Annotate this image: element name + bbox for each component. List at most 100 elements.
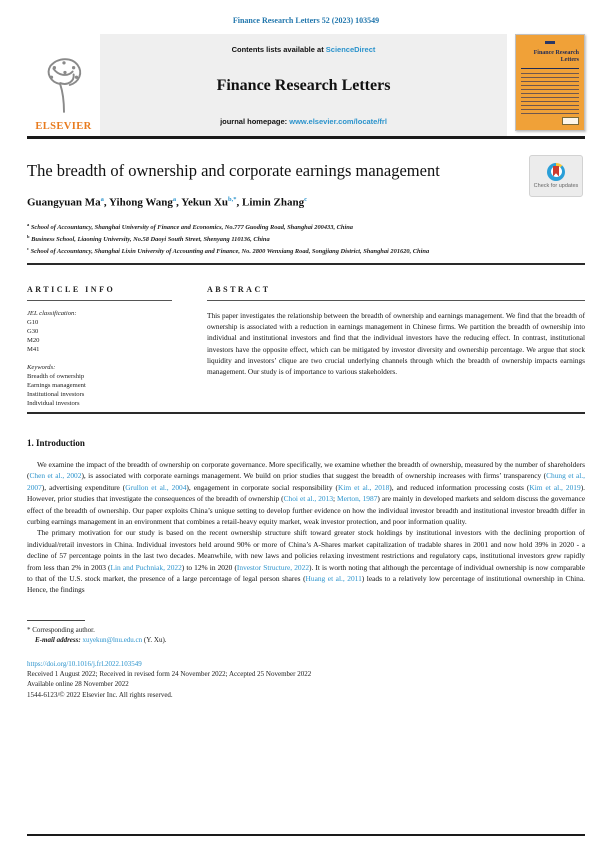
citation-link[interactable]: Choi et al., 2013 (283, 494, 334, 504)
cover-title: Finance Research Letters (533, 50, 579, 63)
page-bottom-rule (27, 833, 585, 836)
text-run: ). However, prior studies that investiga… (27, 482, 585, 504)
contents-line: Contents lists available at ScienceDirec… (104, 45, 503, 54)
author-separator: , (236, 196, 243, 209)
available-online: Available online 28 November 2022 (27, 680, 129, 689)
author-affiliation-marker: a (100, 195, 104, 203)
author-separator: , (103, 196, 110, 209)
homepage-line: journal homepage: www.elsevier.com/locat… (104, 117, 503, 126)
text-run: We examine the impact of the breadth of … (27, 459, 585, 481)
journal-masthead: ELSEVIER Contents lists available at Sci… (27, 34, 585, 136)
affiliation-item: a School of Accountancy, Shanghai Univer… (27, 221, 585, 233)
cover-issn-mark (545, 41, 555, 44)
journal-cover-thumbnail[interactable]: Finance Research Letters (515, 34, 585, 131)
check-for-updates-icon (547, 162, 565, 181)
affiliation-list: a School of Accountancy, Shanghai Univer… (27, 221, 585, 256)
elsevier-tree-icon (39, 56, 89, 119)
list-item: Earnings management (27, 381, 86, 389)
affiliation-marker: b (27, 233, 30, 239)
introduction-paragraph-2: The primary motivation for our study is … (27, 527, 585, 595)
article-title: The breadth of ownership and corporate e… (27, 160, 440, 180)
homepage-link[interactable]: www.elsevier.com/locate/frl (289, 117, 387, 126)
check-for-updates-label: Check for updates (533, 182, 579, 189)
text-run: ), engagement in corporate social respon… (186, 482, 339, 492)
email-line: E-mail address: xuyekun@lnu.edu.cn (Y. X… (27, 635, 585, 646)
text-run: ). It is worth noting that although the … (27, 562, 585, 583)
author-name: Limin Zhang (242, 196, 305, 209)
abstract-text: This paper investigates the relationship… (207, 310, 585, 376)
email-label: E-mail address: (35, 636, 83, 645)
citation-link[interactable]: Merton, 1987 (337, 494, 378, 504)
citation-link[interactable]: Chung et al., 2007 (27, 471, 586, 492)
affiliation-item: c School of Accountancy, Shanghai Lixin … (27, 245, 585, 257)
email-suffix: (Y. Xu). (142, 636, 167, 645)
affiliation-text: School of Accountancy, Shanghai Universi… (29, 224, 353, 232)
author-name: Yekun Xu (181, 196, 229, 209)
list-item: Individual investors (27, 399, 80, 407)
text-run: ) are mainly in developed markets and se… (27, 494, 586, 526)
list-item: M41 (27, 345, 40, 353)
title-row: The breadth of ownership and corporate e… (27, 154, 585, 197)
journal-title: Finance Research Letters (216, 76, 391, 94)
keywords-label: Keywords: (27, 363, 56, 371)
list-item: Institutional investors (27, 390, 85, 398)
text-run: ), advertising expenditure ( (41, 482, 126, 492)
cover-divider (521, 68, 579, 69)
sciencedirect-link[interactable]: ScienceDirect (325, 45, 376, 54)
abstract-bottom-rule (27, 411, 585, 414)
list-item: G30 (27, 327, 39, 335)
citation-link[interactable]: Kim et al., 2019 (529, 482, 581, 492)
doi-link[interactable]: https://doi.org/10.1016/j.frl.2022.10354… (27, 659, 142, 668)
list-item: M20 (27, 336, 40, 344)
cover-publisher-box (562, 117, 579, 125)
article-info-heading: ARTICLE INFO (27, 284, 116, 294)
masthead-rule (27, 136, 585, 139)
author-affiliation-marker: a (172, 195, 177, 203)
elsevier-wordmark: ELSEVIER (35, 121, 92, 132)
citation-link[interactable]: Kim et al., 2018 (338, 482, 390, 492)
info-abstract-block: ARTICLE INFO JEL classification: G10 G30 M… (27, 285, 585, 408)
citation-link[interactable]: Investor Structure, 2022 (236, 562, 310, 572)
copyright-line: 1544-6123/© 2022 Elsevier Inc. All right… (27, 690, 173, 699)
footnote-rule (27, 619, 85, 621)
elsevier-logo[interactable]: ELSEVIER (27, 34, 100, 136)
introduction-heading: 1. Introduction (27, 437, 85, 448)
citation-link[interactable]: Chen et al., 2002 (29, 471, 82, 481)
jel-label: JEL classification: (27, 309, 77, 317)
received-dates: Received 1 August 2022; Received in revi… (27, 670, 312, 679)
abstract-heading: ABSTRACT (207, 284, 271, 294)
article-info-rule (27, 299, 172, 301)
article-info-column: ARTICLE INFO JEL classification: G10 G30 M… (27, 285, 172, 408)
masthead-banner: Contents lists available at ScienceDirec… (100, 34, 507, 136)
text-run: The primary motivation for our study is … (27, 528, 585, 572)
text-run: ; (333, 494, 338, 504)
affiliation-text: School of Accountancy, Shanghai Lixin Un… (29, 247, 430, 255)
header-divider-rule (27, 263, 585, 265)
abstract-rule (207, 299, 585, 301)
author-affiliation-marker: c (304, 195, 307, 203)
publication-footer: https://doi.org/10.1016/j.frl.2022.10354… (27, 659, 585, 700)
running-head-citation: Finance Research Letters 52 (2023) 10354… (232, 16, 380, 25)
text-run: ), and reduced information processing co… (389, 482, 530, 492)
author-list: Guangyuan Maa, Yihong Wanga, Yekun Xub,*… (27, 196, 585, 209)
author-name: Yihong Wang (109, 196, 173, 209)
affiliation-marker: a (27, 222, 30, 228)
email-link[interactable]: xuyekun@lnu.edu.cn (82, 636, 143, 645)
citation-link[interactable]: Huang et al., 2011 (305, 573, 362, 583)
introduction-paragraph-1: We examine the impact of the breadth of … (27, 459, 585, 527)
list-item: G10 (27, 318, 39, 326)
affiliation-marker: c (27, 245, 29, 251)
citation-link[interactable]: Lin and Puchniak, 2022 (110, 562, 182, 572)
check-for-updates-badge[interactable]: Check for updates (529, 154, 583, 197)
citation-link[interactable]: Grullon et al., 2004 (125, 482, 187, 492)
text-run: ), is associated with corporate earnings… (81, 471, 547, 481)
abstract-column: ABSTRACT This paper investigates the rel… (207, 285, 585, 408)
list-item: Breadth of ownership (27, 372, 85, 380)
text-run: ) leads to a relatively low percentage o… (27, 573, 585, 595)
jel-code-list: G10 G30 M20 M41 (27, 318, 172, 354)
author-affiliation-marker: b,* (228, 195, 237, 203)
text-run: ) to 12% in 2020 ( (181, 562, 237, 572)
author-name: Guangyuan Ma (27, 196, 101, 209)
author-separator: , (176, 196, 182, 209)
